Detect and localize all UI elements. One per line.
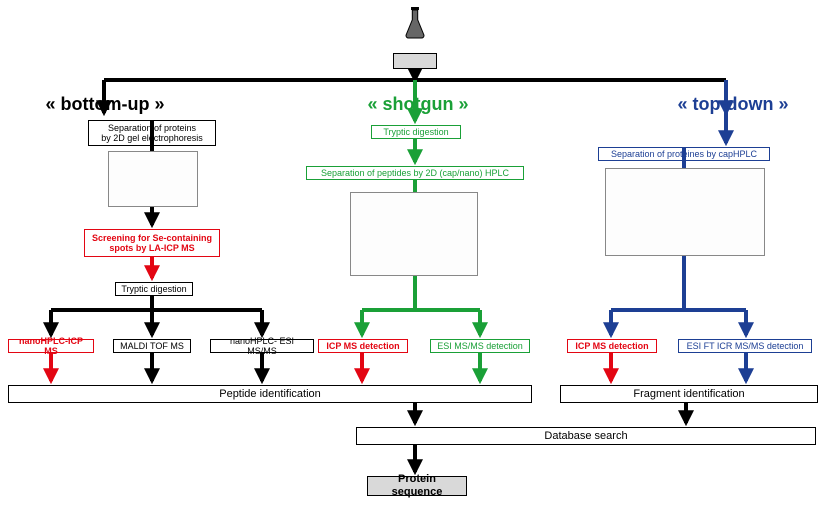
td-separation: Separation of proteines by capHPLC: [598, 147, 770, 161]
bu-detect-nanohplc-icpms: nanoHPLC-ICP MS: [8, 339, 94, 353]
top-down-header: « top-down »: [648, 94, 818, 115]
bu-separation: Separation of proteins by 2D gel electro…: [88, 120, 216, 146]
shotgun-header: « shotgun »: [338, 94, 498, 115]
sg-separation: Separation of peptides by 2D (cap/nano) …: [306, 166, 524, 180]
protein-sequence: Protein sequence: [367, 476, 467, 496]
td-detect-esi-fticr: ESI FT ICR MS/MS detection: [678, 339, 812, 353]
bu-detect-nanohplc-esi: nanoHPLC- ESI MS/MS: [210, 339, 314, 353]
td-chromatogram: [605, 168, 765, 256]
gel-image: [108, 151, 198, 207]
sg-detect-icpms: ICP MS detection: [318, 339, 408, 353]
bu-screening: Screening for Se-containing spots by LA-…: [84, 229, 220, 257]
sg-tryptic: Tryptic digestion: [371, 125, 461, 139]
sg-detect-esi: ESI MS/MS detection: [430, 339, 530, 353]
bu-detect-maldi: MALDI TOF MS: [113, 339, 191, 353]
fragment-identification: Fragment identification: [560, 385, 818, 403]
database-search: Database search: [356, 427, 816, 445]
td-detect-icpms: ICP MS detection: [567, 339, 657, 353]
peptide-identification: Peptide identification: [8, 385, 532, 403]
sample-node: [393, 53, 437, 69]
bu-tryptic: Tryptic digestion: [115, 282, 193, 296]
sg-chromatogram: [350, 192, 478, 276]
flask-icon: [406, 10, 424, 38]
bottom-up-header: « bottom-up »: [10, 94, 200, 115]
